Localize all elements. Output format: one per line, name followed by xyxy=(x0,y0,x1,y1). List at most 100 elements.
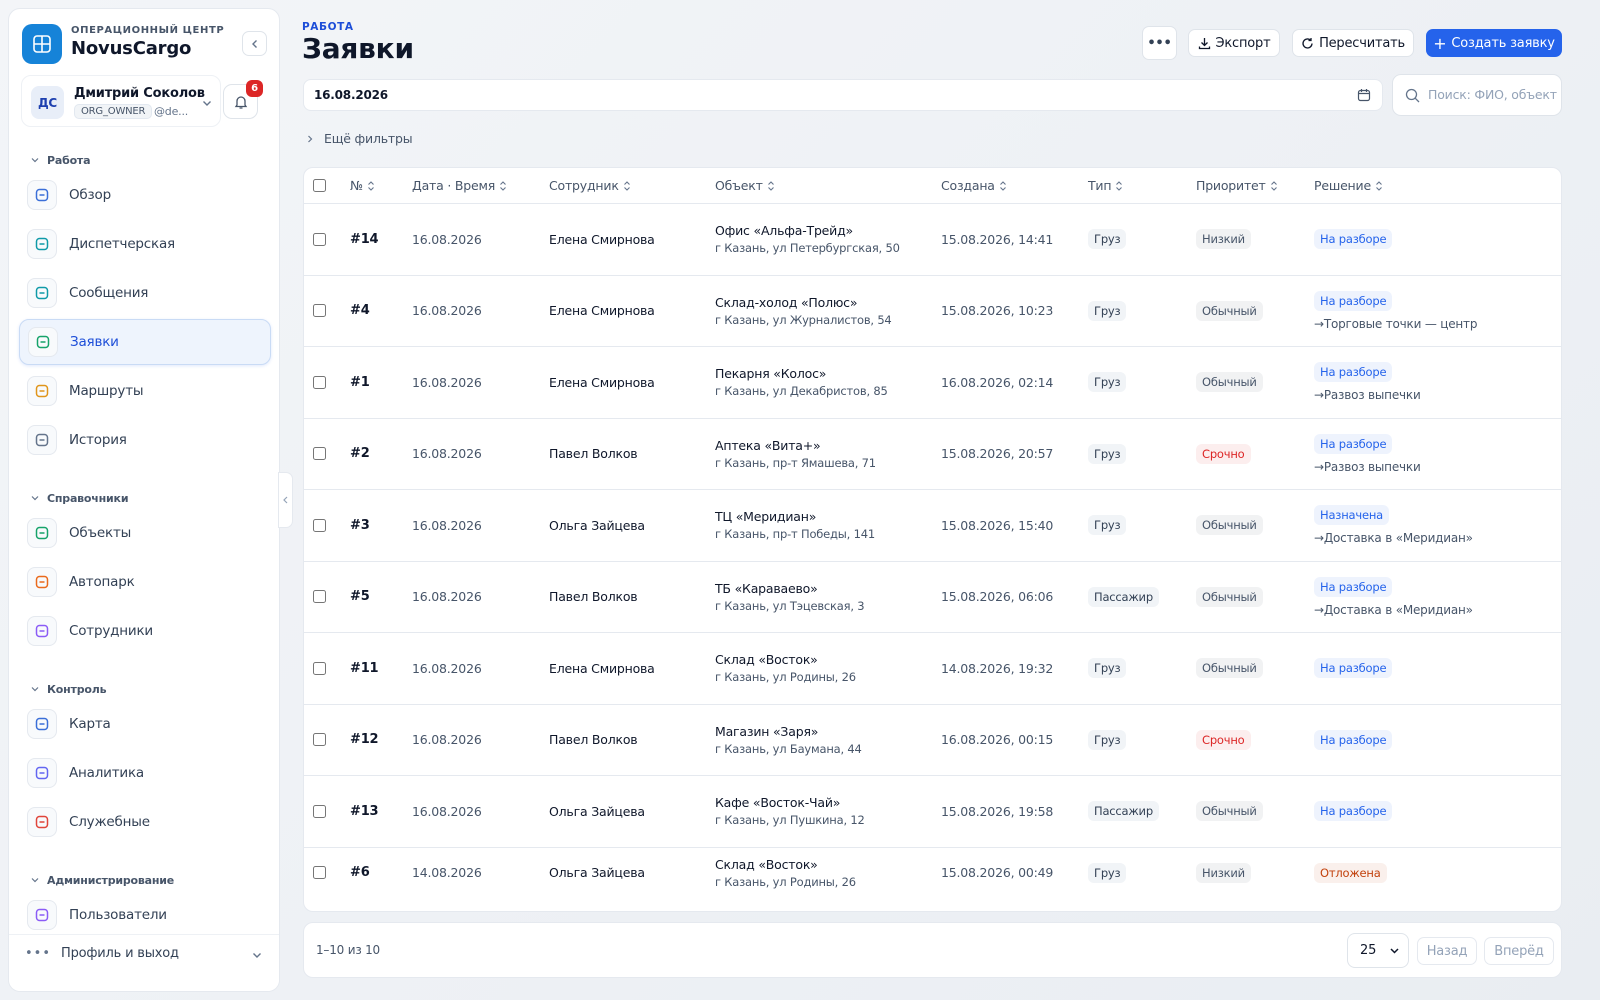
collapse-button[interactable] xyxy=(242,31,267,56)
column-title: Объект xyxy=(715,178,763,193)
create-button[interactable]: + Создать заявку xyxy=(1426,29,1562,57)
row-checkbox-cell xyxy=(313,204,326,275)
column-header[interactable]: № xyxy=(350,168,375,203)
nav-item[interactable]: История xyxy=(19,417,271,463)
recalc-button[interactable]: Пересчитать xyxy=(1292,29,1414,57)
row-checkbox-cell xyxy=(313,490,326,561)
status-badge: Назначена xyxy=(1314,505,1390,526)
user-card[interactable]: ДС Дмитрий Соколов ORG_OWNER @de... xyxy=(21,75,221,127)
row-address: г Казань, ул Родины, 26 xyxy=(715,874,856,889)
row-decision-cell: На разборе xyxy=(1314,204,1393,275)
row-object-cell: Склад-холод «Полюс» г Казань, ул Журналис… xyxy=(715,276,892,347)
row-object: Склад «Восток» xyxy=(715,856,818,872)
next-button[interactable]: Вперёд xyxy=(1484,937,1554,965)
nav-item[interactable]: Диспетчерская xyxy=(19,221,271,267)
nav-item[interactable]: Объекты xyxy=(19,510,271,556)
nav-item[interactable]: Сообщения xyxy=(19,270,271,316)
nav-label: Диспетчерская xyxy=(69,236,175,252)
row-checkbox[interactable] xyxy=(313,447,326,461)
status-badge: На разборе xyxy=(1314,576,1393,597)
nav-item[interactable]: Маршруты xyxy=(19,368,271,414)
row-address: г Казань, пр-т Ямашева, 71 xyxy=(715,455,876,470)
search-placeholder: Поиск: ФИО, объект xyxy=(1428,87,1557,102)
row-checkbox[interactable] xyxy=(313,304,326,318)
row-object-cell: ТЦ «Меридиан» г Казань, пр-т Победы, 141 xyxy=(715,490,875,561)
nav-section[interactable]: Администрирование xyxy=(31,874,174,887)
row-checkbox[interactable] xyxy=(313,518,326,532)
column-header[interactable]: Приоритет xyxy=(1196,168,1278,203)
column-title: Дата · Время xyxy=(412,178,496,193)
column-header[interactable]: Дата · Время xyxy=(412,168,507,203)
nav-section[interactable]: Работа xyxy=(31,154,91,167)
sidebar-handle[interactable] xyxy=(278,472,293,528)
more-filters[interactable]: Ещё фильтры xyxy=(306,131,413,146)
row-checkbox[interactable] xyxy=(313,804,326,818)
table-row: #2 16.08.2026 Павел Волков Аптека «Вита+» г … xyxy=(304,417,1561,490)
type-badge: Пассажир xyxy=(1088,801,1159,822)
nav-item[interactable]: Служебные xyxy=(19,799,271,845)
brand-logo xyxy=(22,24,62,64)
row-checkbox-cell xyxy=(313,776,326,847)
nav-section[interactable]: Контроль xyxy=(31,683,107,696)
nav-icon xyxy=(27,229,57,259)
more-button[interactable]: ••• xyxy=(1142,26,1177,60)
row-priority-cell: Срочно xyxy=(1196,705,1251,776)
row-object: Склад «Восток» xyxy=(715,652,818,668)
row-address: г Казань, ул Баумана, 44 xyxy=(715,741,862,756)
select-all[interactable] xyxy=(313,179,326,192)
page-size-select[interactable]: 25 xyxy=(1347,933,1409,968)
row-checkbox-cell xyxy=(313,347,326,418)
row-address: г Казань, ул Журналистов, 54 xyxy=(715,312,892,327)
row-created: 16.08.2026, 00:15 xyxy=(941,732,1054,748)
prev-label: Назад xyxy=(1426,943,1468,959)
row-address: г Казань, ул Тэцевская, 3 xyxy=(715,598,865,613)
row-type-cell: Пассажир xyxy=(1088,776,1159,847)
row-object: ТБ «Караваево» xyxy=(715,580,818,596)
date-filter[interactable]: 16.08.2026 xyxy=(303,79,1383,111)
row-checkbox[interactable] xyxy=(313,866,326,880)
row-checkbox[interactable] xyxy=(313,590,326,604)
table-row: #5 16.08.2026 Павел Волков ТБ «Караваево» г … xyxy=(304,560,1561,633)
row-checkbox[interactable] xyxy=(313,232,326,246)
row-checkbox[interactable] xyxy=(313,661,326,675)
nav-label: Служебные xyxy=(69,814,150,830)
sidebar-footer[interactable]: ••• Профиль и выход xyxy=(9,934,279,991)
nav-icon xyxy=(28,327,58,357)
row-object-cell: Кафе «Восток-Чай» г Казань, ул Пушкина, 1… xyxy=(715,776,865,847)
row-checkbox-cell xyxy=(313,705,326,776)
row-checkbox[interactable] xyxy=(313,375,326,389)
prev-button[interactable]: Назад xyxy=(1417,937,1477,965)
column-header[interactable]: Сотрудник xyxy=(549,168,631,203)
status-badge: На разборе xyxy=(1314,433,1393,454)
column-header[interactable]: Тип xyxy=(1088,168,1123,203)
status-badge: На разборе xyxy=(1314,290,1393,311)
more-filters-label: Ещё фильтры xyxy=(324,131,413,146)
nav-item[interactable]: Обзор xyxy=(19,172,271,218)
row-employee: Елена Смирнова xyxy=(549,303,655,319)
page-caption: РАБОТА xyxy=(302,21,354,33)
column-header[interactable]: Создана xyxy=(941,168,1007,203)
nav-item[interactable]: Карта xyxy=(19,701,271,747)
priority-badge: Обычный xyxy=(1196,372,1263,393)
row-checkbox[interactable] xyxy=(313,733,326,747)
nav-item[interactable]: Пользователи xyxy=(19,892,271,938)
column-header[interactable]: Решение xyxy=(1314,168,1383,203)
column-header[interactable]: Объект xyxy=(715,168,775,203)
nav-section[interactable]: Справочники xyxy=(31,492,129,505)
row-created: 15.08.2026, 00:49 xyxy=(941,865,1054,881)
pagination-summary: 1–10 из 10 xyxy=(316,943,380,957)
row-id: #3 xyxy=(350,517,370,533)
nav-item[interactable]: Сотрудники xyxy=(19,608,271,654)
search-input[interactable]: Поиск: ФИО, объект xyxy=(1392,74,1562,116)
nav-item[interactable]: Аналитика xyxy=(19,750,271,796)
row-priority-cell: Обычный xyxy=(1196,562,1263,633)
nav-item[interactable]: Автопарк xyxy=(19,559,271,605)
row-created: 16.08.2026, 02:14 xyxy=(941,374,1054,390)
notifications-button[interactable]: 6 xyxy=(223,80,263,119)
row-employee: Елена Смирнова xyxy=(549,231,655,247)
nav-item[interactable]: Заявки xyxy=(19,319,271,365)
row-priority-cell: Низкий xyxy=(1196,204,1251,275)
table-row: #14 16.08.2026 Елена Смирнова Офис «Альфа-Т… xyxy=(304,203,1561,275)
export-button[interactable]: Экспорт xyxy=(1188,29,1280,57)
